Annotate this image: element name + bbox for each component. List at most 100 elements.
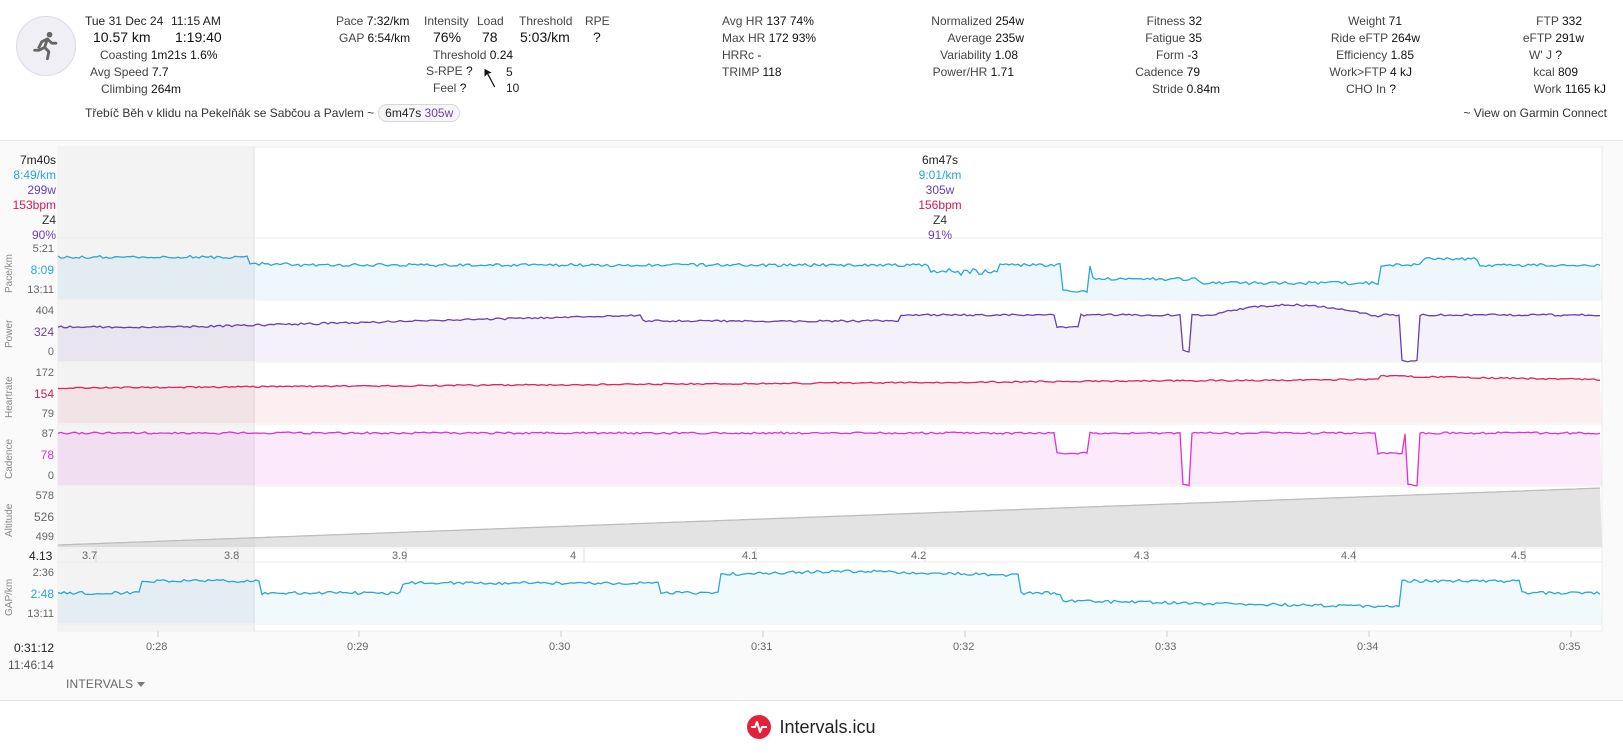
altitude-line — [57, 487, 1601, 546]
hr-tick-bot: 79 — [41, 408, 54, 420]
feel-number: 10 — [506, 81, 520, 95]
hr-tick-mid: 154 — [33, 387, 54, 401]
hover-left-pct: 90% — [31, 228, 56, 242]
runner-icon — [33, 31, 58, 61]
cadence-lane-label: Cadence — [4, 438, 15, 479]
footer: Intervals.icu — [0, 700, 1623, 753]
distance-tick-label: 3.8 — [224, 550, 240, 562]
max-hr-stat: Max HR 172 93% — [722, 31, 817, 45]
distance-tick-label: 4.2 — [911, 550, 927, 562]
chart-plot-background — [57, 146, 1603, 632]
distance-tick-label: 3.9 — [392, 550, 408, 562]
brand-name: Intervals.icu — [779, 716, 876, 737]
hover-center-time: 6m47s — [921, 153, 959, 167]
srpe-number: 5 — [506, 65, 513, 79]
trimp-stat: TRIMP 118 — [722, 65, 782, 79]
activity-summary: Tue 31 Dec 24 11:15 AM 10.57 km 1:19:40 … — [0, 0, 1623, 140]
power-area — [58, 304, 1602, 362]
normalized-power-stat: Normalized 254w — [931, 14, 1024, 28]
weight-stat: Weight 71 — [1348, 14, 1402, 28]
activity-name[interactable]: Třebíč Běh v klidu na Pekelňák se Sabčou… — [85, 106, 375, 120]
altitude-tick-top: 578 — [35, 490, 54, 502]
hover-left-hr: 153bpm — [12, 198, 56, 212]
activity-streams-chart[interactable] — [0, 141, 1623, 701]
mouse-pointer-icon — [483, 67, 497, 89]
rpe-value[interactable]: ? — [593, 29, 601, 45]
clock-time-value: 11:46:14 — [8, 658, 54, 672]
cadence-tick-mid: 78 — [40, 448, 54, 462]
hrrc-stat: HRRc - — [722, 48, 762, 62]
hover-left-zone: Z4 — [41, 213, 56, 227]
power-hr-stat: Power/HR 1.71 — [932, 65, 1014, 79]
pace-tick-top: 5:21 — [32, 243, 54, 255]
time-tick-label: 0:35 — [1559, 641, 1581, 653]
cadence-line — [57, 431, 1601, 487]
cadence-stat: Cadence 79 — [1135, 65, 1200, 79]
gap-stat: GAP 6:54/km — [339, 31, 411, 45]
altitude-lane-label: Altitude — [4, 503, 15, 537]
climbing-stat: Climbing 264m — [101, 82, 182, 96]
hover-left-pace: 8:49/km — [13, 168, 56, 182]
power-tick-bot: 0 — [47, 346, 54, 358]
heartrate-area — [58, 375, 1602, 423]
gap-tick-top: 2:36 — [32, 567, 54, 579]
cadence-tick-bot: 0 — [47, 470, 54, 482]
time-tick-label: 0:34 — [1357, 641, 1379, 653]
threshold-secs-stat: Threshold 0.24 — [433, 48, 514, 62]
power-line — [57, 303, 1601, 363]
work-stat: Work 1165 kJ — [1533, 82, 1606, 96]
gap-tick-bot: 13:11 — [27, 608, 54, 620]
activity-date: Tue 31 Dec 24 — [85, 14, 164, 28]
intervals-dropdown-label: INTERVALS — [66, 677, 134, 691]
activity-chart-panel[interactable]: 7m40s 8:49/km 299w 153bpm Z4 90% 6m47s 9… — [0, 140, 1623, 700]
hover-left-power: 299w — [27, 183, 56, 197]
distance-tick-label: 4.1 — [742, 550, 758, 562]
cadence-area — [58, 432, 1602, 486]
power-lane-label: Power — [4, 319, 15, 348]
hover-center-power: 305w — [925, 183, 955, 197]
hover-readout-selection: 6m47s 9:01/km 305w 156bpm Z4 91% — [880, 153, 1000, 243]
hover-center-hr: 156bpm — [918, 198, 962, 212]
time-tick-label: 0:29 — [347, 641, 369, 653]
power-tick-mid: 324 — [33, 325, 54, 339]
altitude-tick-mid: 526 — [33, 510, 54, 524]
stride-stat: Stride 0.84m — [1151, 82, 1220, 96]
time-tick-label: 0:31 — [751, 641, 773, 653]
eftp-stat: eFTP 291w — [1522, 31, 1584, 45]
gap-lane-label: GAP/km — [4, 578, 15, 616]
time-tick-label: 0:32 — [953, 641, 975, 653]
pace-line — [57, 254, 1601, 294]
feel-stat[interactable]: Feel ? — [433, 81, 467, 95]
caret-down-icon — [137, 681, 146, 687]
gap-tick-mid: 2:48 — [30, 587, 54, 601]
garmin-connect-link[interactable]: ~ View on Garmin Connect — [1463, 106, 1607, 120]
work-ftp-stat: Work>FTP 4 kJ — [1329, 65, 1412, 79]
activity-type-avatar[interactable] — [16, 16, 76, 76]
selection-chip[interactable]: 6m47s 305w — [378, 104, 461, 122]
ride-eftp-stat: Ride eFTP 264w — [1330, 31, 1420, 45]
hover-left-time: 7m40s — [19, 153, 56, 167]
intervals-brand[interactable]: Intervals.icu — [747, 715, 876, 739]
fitness-stat: Fitness 32 — [1146, 14, 1202, 28]
pace-stat: Pace 7:32/km — [336, 14, 410, 28]
average-power-stat: Average 235w — [947, 31, 1024, 45]
pace-area — [58, 255, 1602, 299]
threshold-label: Threshold — [519, 14, 573, 28]
cadence-tick-top: 87 — [41, 428, 54, 440]
heartrate-lane-label: Heartrate — [4, 376, 15, 418]
cho-in-stat[interactable]: CHO In ? — [1345, 82, 1396, 96]
coasting-stat: Coasting 1m21s 1.6% — [100, 48, 218, 62]
pace-tick-mid: 8:09 — [30, 263, 54, 277]
pace-tick-bot: 13:11 — [27, 284, 54, 296]
form-stat: Form -3 — [1155, 48, 1198, 62]
hover-center-zone: Z4 — [932, 213, 947, 227]
hover-center-pace: 9:01/km — [918, 168, 962, 182]
hr-tick-top: 172 — [35, 367, 54, 379]
intervals-dropdown[interactable]: INTERVALS — [66, 677, 146, 691]
unselected-region-shade — [58, 147, 254, 631]
activity-duration: 1:19:40 — [175, 29, 222, 45]
distance-tick-label: 4.4 — [1341, 550, 1357, 562]
rpe-label: RPE — [585, 14, 610, 28]
pace-lane-label: Pace/km — [4, 254, 15, 293]
srpe-stat[interactable]: S-RPE ? — [426, 64, 473, 78]
